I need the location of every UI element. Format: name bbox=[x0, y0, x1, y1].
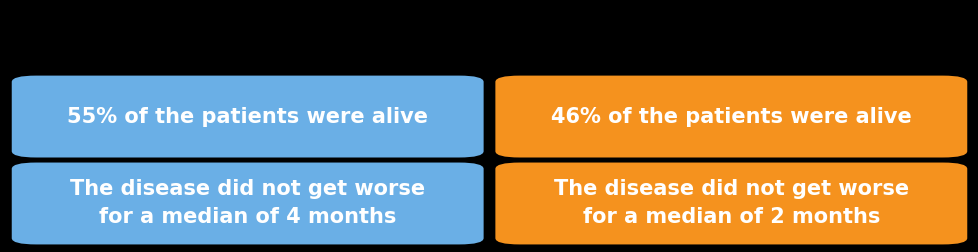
FancyBboxPatch shape bbox=[495, 163, 966, 244]
Text: 46% of the patients were alive: 46% of the patients were alive bbox=[551, 107, 911, 127]
Text: The disease did not get worse
for a median of 4 months: The disease did not get worse for a medi… bbox=[70, 179, 424, 228]
FancyBboxPatch shape bbox=[12, 76, 483, 158]
FancyBboxPatch shape bbox=[12, 163, 483, 244]
Text: 55% of the patients were alive: 55% of the patients were alive bbox=[67, 107, 427, 127]
Text: The disease did not get worse
for a median of 2 months: The disease did not get worse for a medi… bbox=[554, 179, 908, 228]
FancyBboxPatch shape bbox=[495, 76, 966, 158]
